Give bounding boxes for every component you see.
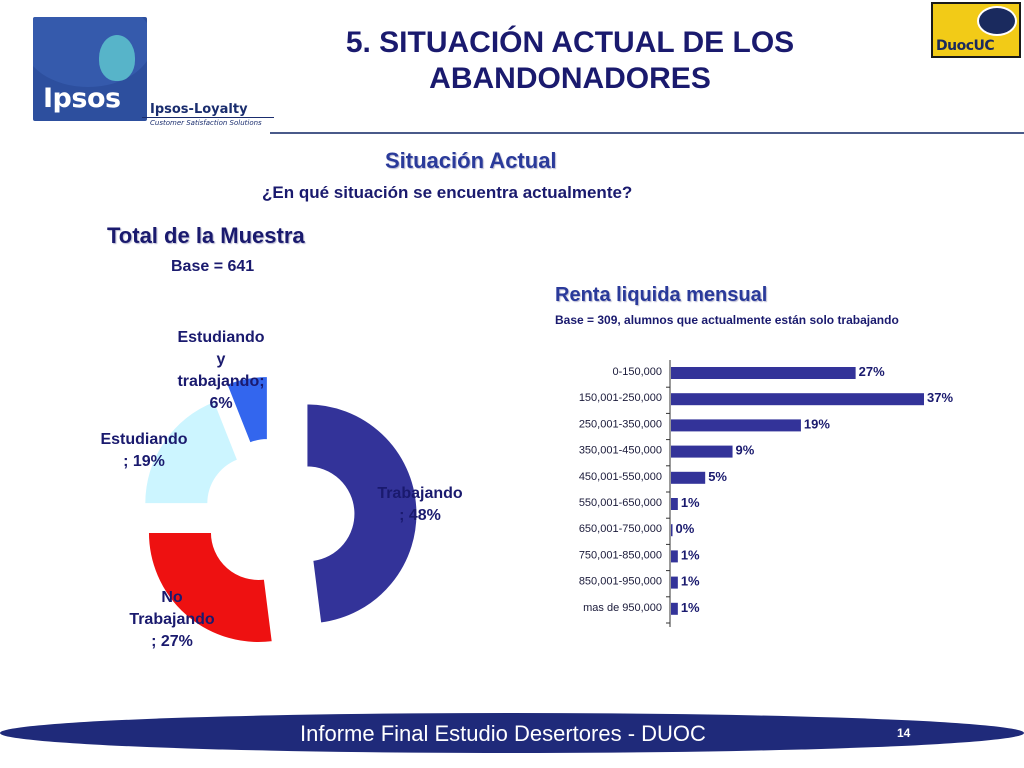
- bar-6: [671, 524, 673, 537]
- bar-8: [671, 576, 678, 589]
- page-title: 5. SITUACIÓN ACTUAL DE LOS ABANDONADORES: [240, 25, 900, 97]
- logo-rule: [142, 117, 274, 118]
- donut-label-line: y: [217, 351, 226, 368]
- donut-slice-estudiando-y-trabajando: [226, 376, 268, 444]
- ipsos-loyalty-text: Ipsos-Loyalty: [150, 102, 248, 117]
- bar-value-label: 1%: [681, 574, 700, 589]
- footer-text: Informe Final Estudio Desertores - DUOC: [300, 721, 706, 746]
- ipsos-logo: Ipsos: [33, 17, 147, 121]
- bar-7: [671, 550, 678, 563]
- donut-chart: Trabajando ; 48% No Trabajando ; 27% Estudian…: [100, 329, 463, 650]
- ipsos-tagline: Customer Satisfaction Solutions: [150, 119, 262, 127]
- bar-value-label: 1%: [681, 600, 700, 615]
- bar-0: [671, 367, 856, 379]
- bar-value-label: 37%: [927, 390, 953, 405]
- bar-category-label: 850,001-950,000: [579, 576, 662, 588]
- bar-category-label: 0-150,000: [612, 366, 662, 378]
- donut-label-line: ; 19%: [123, 453, 165, 470]
- donut-label-estudiando-y-trabajando: Estudiando y trabajando; 6%: [177, 329, 264, 412]
- donut-slice-estudiando: [144, 400, 239, 505]
- bar-chart-title: Renta liquida mensual: [555, 284, 768, 306]
- donut-label-trabajando: Trabajando ; 48%: [377, 485, 463, 524]
- donut-label-no-trabajando: No Trabajando ; 27%: [129, 589, 215, 650]
- bar-value-label: 19%: [804, 416, 830, 431]
- duoc-crest-icon: [977, 6, 1017, 36]
- duoc-logo: DuocUC: [931, 2, 1021, 58]
- logo-face-icon: [99, 35, 135, 81]
- bar-4: [671, 471, 706, 484]
- duoc-logo-text: DuocUC: [936, 38, 995, 54]
- bar-2: [671, 419, 801, 432]
- bar-category-label: 450,001-550,000: [579, 471, 662, 483]
- donut-slice-no-trabajando: [147, 532, 273, 643]
- bar-9: [671, 602, 678, 615]
- bar-category-label: 350,001-450,000: [579, 445, 662, 457]
- ipsos-loyalty-logo: Ipsos-Loyalty Customer Satisfaction Solu…: [142, 102, 274, 128]
- bar-category-label: 250,001-350,000: [579, 418, 662, 430]
- page-title-line2: ABANDONADORES: [429, 62, 711, 95]
- donut-label-line: trabajando;: [177, 373, 264, 390]
- donut-label-line: ; 27%: [151, 633, 193, 650]
- donut-chart-title: Total de la Muestra: [107, 223, 305, 248]
- bar-value-label: 1%: [681, 547, 700, 562]
- bar-value-label: 0%: [676, 521, 695, 536]
- bar-3: [671, 445, 733, 458]
- bar-category-label: mas de 950,000: [583, 602, 662, 614]
- donut-slice-trabajando: [306, 403, 418, 624]
- bar-category-label: 750,001-850,000: [579, 549, 662, 561]
- title-divider: [270, 132, 1024, 134]
- bar-value-label: 27%: [859, 364, 885, 379]
- donut-chart-base: Base = 641: [171, 258, 255, 275]
- donut-label-line: No: [161, 589, 183, 606]
- bar-chart-base: Base = 309, alumnos que actualmente está…: [555, 313, 899, 327]
- donut-label-line: Trabajando: [377, 485, 463, 502]
- donut-label-line: 6%: [209, 395, 232, 412]
- page-title-line1: 5. SITUACIÓN ACTUAL DE LOS: [345, 26, 795, 59]
- page-number: 14: [897, 726, 911, 740]
- donut-label-line: Estudiando: [177, 329, 264, 346]
- bar-value-label: 1%: [681, 495, 700, 510]
- donut-label-line: ; 48%: [399, 507, 441, 524]
- survey-question: ¿En qué situación se encuentra actualmen…: [262, 183, 633, 202]
- bar-chart: 0-150,000 27% 150,001-250,000 37% 250,001-35…: [579, 360, 953, 627]
- ipsos-logo-text: Ipsos: [43, 83, 121, 114]
- bar-category-label: 150,001-250,000: [579, 392, 662, 404]
- donut-label-line: Estudiando: [100, 431, 187, 448]
- donut-label-line: Trabajando: [129, 611, 215, 628]
- bar-value-label: 9%: [736, 443, 755, 458]
- bar-1: [671, 393, 924, 406]
- bar-category-label: 550,001-650,000: [579, 497, 662, 509]
- bar-5: [671, 498, 678, 510]
- bar-value-label: 5%: [708, 469, 727, 484]
- section-title: Situación Actual: [385, 148, 557, 173]
- donut-label-estudiando: Estudiando ; 19%: [100, 431, 187, 470]
- footer-bar: [0, 713, 1024, 753]
- bar-category-label: 650,001-750,000: [579, 523, 662, 535]
